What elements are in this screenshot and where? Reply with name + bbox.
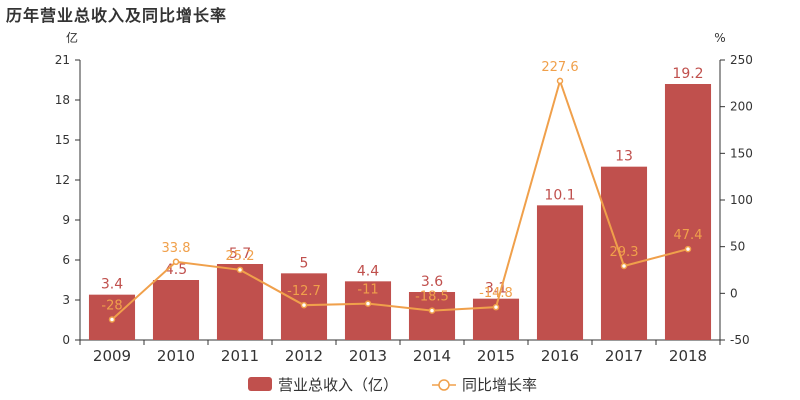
y-left-tick-label: 18 (55, 93, 70, 107)
growth-point (620, 262, 628, 270)
chart-title: 历年营业总收入及同比增长率 (6, 6, 228, 25)
y-left-tick-label: 9 (62, 213, 70, 227)
growth-point (684, 245, 692, 253)
legend-line-label: 同比增长率 (462, 376, 537, 394)
growth-point (300, 301, 308, 309)
bar (216, 264, 264, 340)
growth-point (428, 307, 436, 314)
y-right-tick-label: 0 (730, 286, 738, 300)
growth-value-label: 33.8 (162, 241, 191, 256)
y-left-tick-label: 12 (55, 173, 70, 187)
growth-value-label: 47.4 (674, 228, 703, 243)
x-tick-label: 2014 (413, 347, 451, 365)
y-left-tick-label: 15 (55, 133, 70, 147)
y-right-tick-label: -50 (730, 333, 750, 347)
growth-value-label: 227.6 (541, 60, 578, 75)
bar (600, 166, 648, 340)
x-tick-label: 2010 (157, 347, 195, 365)
growth-point (556, 77, 564, 85)
x-tick-label: 2013 (349, 347, 387, 365)
y-left-tick-label: 21 (55, 53, 70, 67)
growth-point (172, 258, 180, 266)
y-left-unit: 亿 (66, 30, 78, 45)
y-right-tick-label: 50 (730, 240, 745, 254)
bar (408, 292, 456, 340)
y-right-tick-label: 100 (730, 193, 753, 207)
growth-value-label: -11 (357, 283, 378, 298)
growth-value-label: -12.7 (287, 284, 321, 299)
legend-bar-label: 营业总收入（亿） (278, 376, 398, 394)
bar-value-label: 5 (300, 255, 309, 271)
growth-value-label: -18.5 (415, 290, 449, 305)
growth-point (364, 300, 372, 307)
x-tick-label: 2015 (477, 347, 515, 365)
x-tick-label: 2011 (221, 347, 259, 365)
y-right-tick-label: 250 (730, 53, 753, 67)
legend-line-marker (438, 379, 450, 391)
x-tick-label: 2009 (93, 347, 131, 365)
growth-value-label: -14.8 (479, 286, 513, 301)
bar-value-label: 4.4 (357, 263, 379, 279)
y-left-tick-label: 6 (62, 253, 70, 267)
growth-point (108, 316, 116, 323)
growth-value-label: 25.2 (226, 249, 255, 264)
growth-value-label: -28 (101, 298, 122, 313)
y-left-tick-label: 0 (62, 333, 70, 347)
bar (664, 84, 712, 340)
bar-value-label: 3.4 (101, 277, 123, 293)
growth-point (492, 303, 500, 311)
y-right-tick-label: 150 (730, 146, 753, 160)
bar-value-label: 10.1 (544, 187, 575, 203)
bar-value-label: 3.6 (421, 274, 443, 290)
growth-point (236, 266, 244, 274)
bar (344, 281, 392, 340)
y-left-tick-label: 3 (62, 293, 70, 307)
legend-bar-swatch (248, 377, 272, 391)
y-right-unit: % (714, 31, 725, 45)
bar-value-label: 19.2 (672, 66, 703, 82)
x-tick-label: 2018 (669, 347, 707, 365)
x-tick-label: 2012 (285, 347, 323, 365)
bar (152, 280, 200, 340)
x-tick-label: 2017 (605, 347, 643, 365)
x-tick-label: 2016 (541, 347, 579, 365)
bar-value-label: 13 (615, 149, 633, 165)
bar (536, 205, 584, 340)
y-right-tick-label: 200 (730, 100, 753, 114)
growth-line (111, 77, 689, 321)
bar-value-label: 5.7 (229, 246, 251, 262)
growth-value-label: 29.3 (610, 245, 639, 260)
